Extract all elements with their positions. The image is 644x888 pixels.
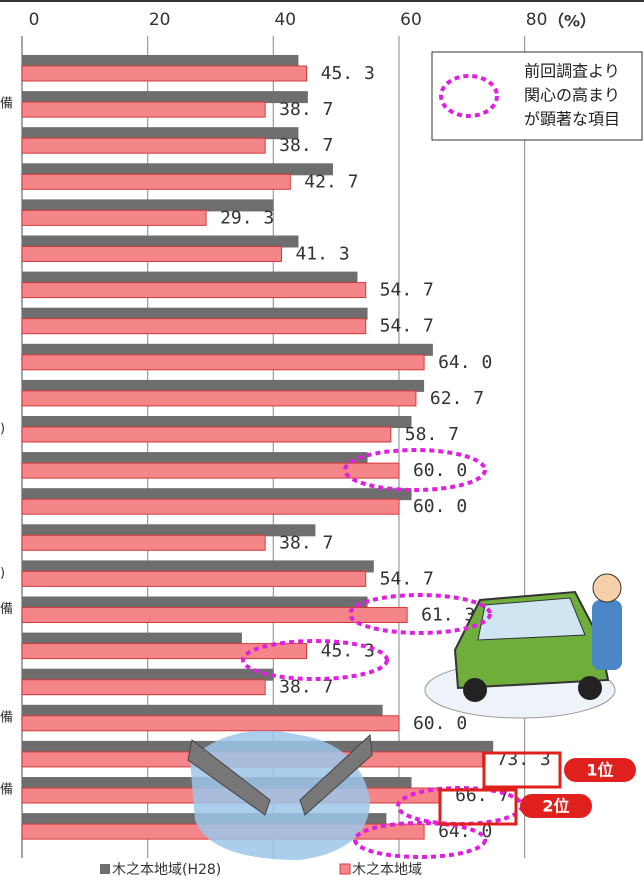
x-tick-label: 20 (149, 10, 171, 30)
value-label: 60. 0 (413, 460, 467, 481)
bar (22, 272, 358, 284)
value-label: 60. 0 (413, 713, 467, 734)
bars: 45. 3 備 38. 7 38. 7 42. 7 29. 3 41. 3 54. 7 54. … (0, 55, 551, 842)
bar (22, 705, 383, 717)
category-label: 備 (0, 96, 13, 112)
bar (22, 138, 265, 153)
legend-swatch (340, 864, 350, 874)
bar (22, 560, 374, 572)
bar (22, 535, 265, 550)
value-label: 54. 7 (380, 316, 434, 337)
rank1-label: 1位 (586, 761, 613, 780)
value-label: 64. 0 (438, 352, 492, 373)
bar (22, 174, 290, 189)
note-line: 関心の高まり (524, 86, 620, 105)
value-label: 38. 7 (279, 532, 333, 553)
note-line: が顕著な項目 (524, 110, 620, 129)
value-label: 54. 7 (380, 568, 434, 589)
bar (22, 91, 308, 103)
bar (22, 55, 298, 67)
bar (22, 463, 399, 478)
legend: 木之本地域(H28) 木之本地域 (100, 862, 422, 878)
category-label: 備 (0, 601, 13, 617)
bar (22, 344, 433, 356)
legend-label: 木之本地域 (352, 862, 422, 878)
bar (22, 716, 399, 731)
x-tick-label: 40 (274, 10, 296, 30)
bar (22, 571, 366, 586)
bar (22, 524, 315, 536)
bar (22, 391, 416, 406)
bar (22, 380, 424, 392)
value-label: 38. 7 (279, 99, 333, 120)
rank2-label: 2位 (542, 797, 569, 816)
value-label: 60. 0 (413, 496, 467, 517)
value-label: 42. 7 (304, 171, 358, 192)
bar (22, 319, 366, 334)
category-label: ) (0, 566, 5, 581)
bar (22, 416, 412, 428)
bar (22, 236, 298, 248)
bar (22, 499, 399, 514)
bar (22, 102, 265, 117)
bar (22, 163, 333, 175)
bar (22, 210, 206, 225)
legend-label: 木之本地域(H28) (112, 862, 221, 878)
value-label: 54. 7 (380, 280, 434, 301)
bar (22, 308, 368, 320)
value-label: 61. 3 (421, 605, 475, 626)
bar (22, 633, 242, 645)
bar (22, 669, 273, 681)
category-label: 備 (0, 709, 13, 725)
bar (22, 680, 265, 695)
value-label: 38. 7 (279, 135, 333, 156)
bar (22, 66, 307, 81)
note-line: 前回調査より (524, 62, 620, 81)
category-label: 備 (0, 782, 13, 798)
bar (22, 283, 366, 298)
bar (22, 452, 368, 464)
x-tick-label: 80 (526, 10, 548, 30)
legend-swatch (100, 864, 110, 874)
chart: 0 20 40 60 80 （%） 45. 3 備 38. 7 38. 7 42. 7 29. 3… (0, 0, 644, 888)
value-label: 58. 7 (405, 424, 459, 445)
value-label: 45. 3 (321, 63, 375, 84)
bar (22, 355, 424, 370)
value-label: 62. 7 (430, 388, 484, 409)
bar (22, 488, 412, 500)
x-tick-label: 0 (29, 10, 40, 30)
value-label: 41. 3 (295, 244, 349, 265)
bar (22, 247, 281, 262)
category-label: ) (0, 422, 5, 437)
bar (22, 127, 298, 139)
bar (22, 427, 391, 442)
x-tick-label: 60 (400, 10, 422, 30)
bar (22, 597, 368, 609)
axis-unit: （%） (548, 12, 596, 31)
value-label: 29. 3 (220, 207, 274, 228)
